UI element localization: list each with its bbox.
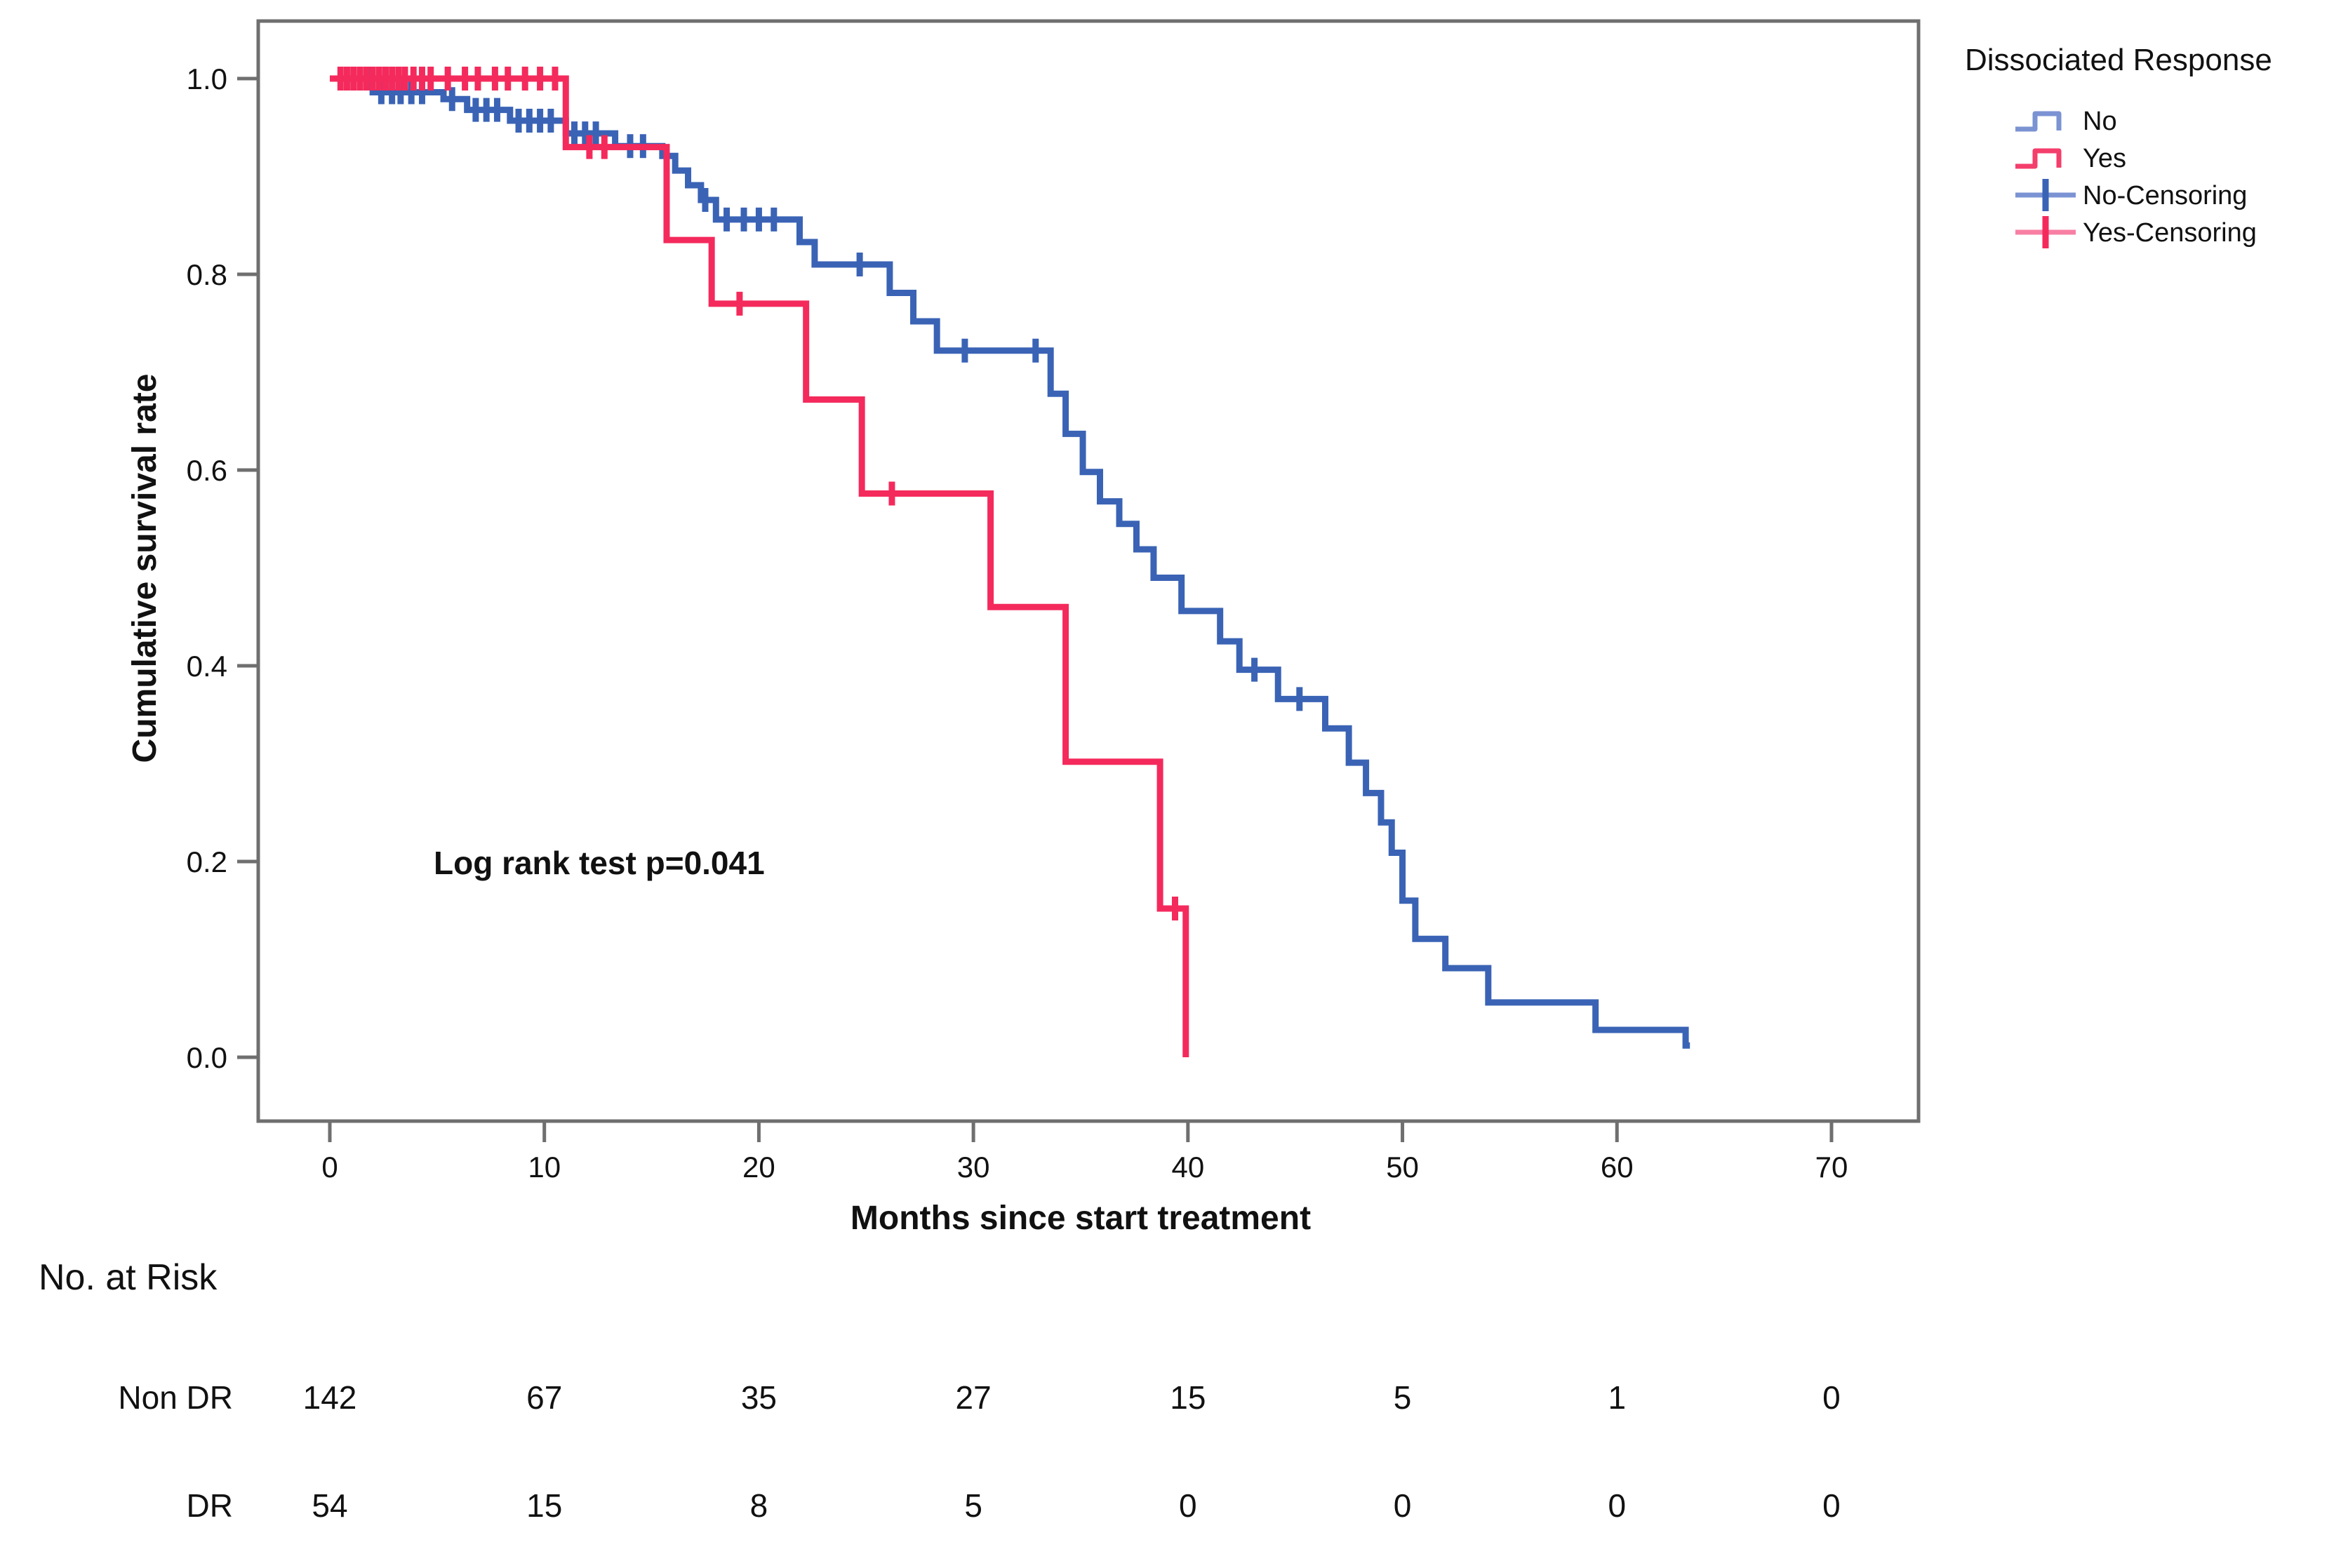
risk-count: 0 bbox=[1822, 1487, 1841, 1524]
x-axis: 0 10 20 30 40 50 60 70 bbox=[321, 1121, 1848, 1184]
x-tick-label: 0 bbox=[321, 1151, 338, 1184]
y-tick-label: 0.2 bbox=[187, 845, 227, 878]
x-tick-label: 10 bbox=[528, 1151, 561, 1184]
risk-count: 0 bbox=[1608, 1487, 1626, 1524]
risk-row-label: DR bbox=[187, 1487, 233, 1524]
legend-entry-label: No-Censoring bbox=[2083, 181, 2247, 210]
risk-count: 0 bbox=[1394, 1487, 1412, 1524]
risk-count: 54 bbox=[312, 1487, 347, 1524]
risk-count: 35 bbox=[741, 1379, 777, 1416]
curve-no bbox=[330, 75, 1690, 1049]
risk-rows: Non DR 142 67 35 27 15 5 1 0 DR 54 15 8 5 0 0 0 0 bbox=[118, 1379, 1840, 1524]
curve-yes bbox=[330, 75, 1189, 1057]
plot-area bbox=[256, 19, 1921, 1123]
risk-count: 15 bbox=[1170, 1379, 1206, 1416]
risk-count: 5 bbox=[964, 1487, 982, 1524]
risk-table-heading: No. at Risk bbox=[39, 1257, 218, 1298]
y-axis: 0.0 0.2 0.4 0.6 0.8 1.0 bbox=[187, 62, 258, 1074]
risk-count: 27 bbox=[956, 1379, 992, 1416]
x-tick-label: 20 bbox=[742, 1151, 775, 1184]
risk-count: 5 bbox=[1394, 1379, 1412, 1416]
x-axis-title: Months since start treatment bbox=[851, 1200, 1311, 1237]
log-rank-annotation: Log rank test p=0.041 bbox=[434, 845, 765, 881]
risk-count: 0 bbox=[1179, 1487, 1197, 1524]
risk-row-non-dr: Non DR 142 67 35 27 15 5 1 0 bbox=[118, 1379, 1840, 1416]
legend-step-line-icon bbox=[2015, 148, 2062, 169]
risk-count: 142 bbox=[303, 1379, 357, 1416]
risk-count: 67 bbox=[526, 1379, 562, 1416]
y-axis-title: Cumulative survival rate bbox=[126, 374, 164, 763]
legend-entry-label: No bbox=[2083, 107, 2117, 136]
legend-entry-label: Yes bbox=[2083, 144, 2126, 173]
x-tick-label: 40 bbox=[1171, 1151, 1204, 1184]
x-tick-label: 60 bbox=[1601, 1151, 1634, 1184]
x-tick-label: 30 bbox=[957, 1151, 990, 1184]
legend-title: Dissociated Response bbox=[1965, 43, 2272, 77]
legend-entry-yes-censoring: Yes-Censoring bbox=[2015, 216, 2257, 248]
risk-row-label: Non DR bbox=[118, 1379, 233, 1416]
legend-step-line-icon bbox=[2015, 111, 2062, 132]
y-tick-label: 0.8 bbox=[187, 258, 227, 291]
risk-table: No. at Risk Non DR 142 67 35 27 15 5 1 0 DR 54 15 8 5… bbox=[39, 1257, 1841, 1524]
risk-row-dr: DR 54 15 8 5 0 0 0 0 bbox=[187, 1487, 1841, 1524]
y-tick-label: 0.6 bbox=[187, 454, 227, 487]
x-tick-label: 50 bbox=[1386, 1151, 1419, 1184]
legend-entries: No Yes No-Censoring Yes-Censoring bbox=[2015, 107, 2257, 248]
y-tick-label: 0.4 bbox=[187, 650, 227, 683]
y-tick-label: 0.0 bbox=[187, 1041, 227, 1074]
survival-curves bbox=[330, 67, 1690, 1057]
legend-entry-no: No bbox=[2015, 107, 2117, 136]
y-tick-label: 1.0 bbox=[187, 62, 227, 95]
risk-count: 8 bbox=[750, 1487, 768, 1524]
legend: Dissociated Response No Yes No-Censoring Ye… bbox=[1965, 43, 2272, 248]
legend-entry-no-censoring: No-Censoring bbox=[2015, 179, 2247, 211]
legend-entry-label: Yes-Censoring bbox=[2083, 218, 2257, 248]
legend-entry-yes: Yes bbox=[2015, 144, 2126, 173]
risk-count: 0 bbox=[1822, 1379, 1841, 1416]
x-tick-label: 70 bbox=[1815, 1151, 1848, 1184]
risk-count: 1 bbox=[1608, 1379, 1626, 1416]
risk-count: 15 bbox=[526, 1487, 562, 1524]
